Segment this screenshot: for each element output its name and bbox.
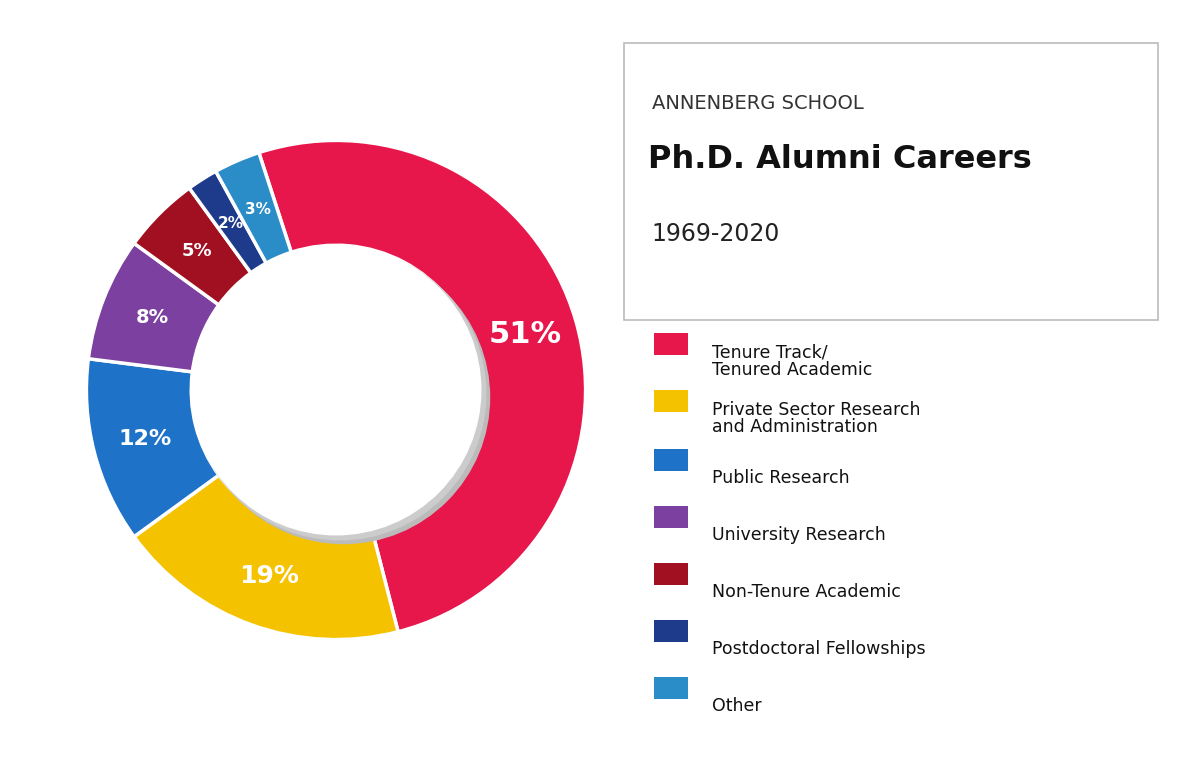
Circle shape bbox=[193, 248, 486, 540]
Circle shape bbox=[191, 245, 481, 535]
Text: 1969-2020: 1969-2020 bbox=[652, 222, 780, 246]
Text: Tenured Academic: Tenured Academic bbox=[712, 361, 872, 379]
Text: and Administration: and Administration bbox=[712, 418, 877, 436]
Text: Public Research: Public Research bbox=[712, 469, 850, 487]
Text: 3%: 3% bbox=[245, 201, 271, 217]
Wedge shape bbox=[190, 172, 266, 273]
Text: Private Sector Research: Private Sector Research bbox=[712, 401, 920, 419]
Text: 8%: 8% bbox=[136, 308, 169, 327]
Text: Other: Other bbox=[712, 697, 761, 714]
Wedge shape bbox=[89, 243, 218, 372]
Text: 19%: 19% bbox=[239, 563, 299, 587]
Text: Non-Tenure Academic: Non-Tenure Academic bbox=[712, 583, 900, 601]
Wedge shape bbox=[259, 140, 586, 632]
Text: Tenure Track/: Tenure Track/ bbox=[712, 344, 827, 362]
Text: 12%: 12% bbox=[119, 429, 172, 449]
Text: 2%: 2% bbox=[217, 216, 244, 231]
Text: ANNENBERG SCHOOL: ANNENBERG SCHOOL bbox=[652, 94, 863, 112]
Text: University Research: University Research bbox=[712, 526, 886, 544]
Wedge shape bbox=[86, 359, 218, 537]
Text: 51%: 51% bbox=[488, 321, 562, 349]
Wedge shape bbox=[134, 475, 398, 640]
Wedge shape bbox=[216, 153, 292, 263]
Wedge shape bbox=[134, 188, 251, 305]
Text: 5%: 5% bbox=[181, 242, 212, 260]
Text: Postdoctoral Fellowships: Postdoctoral Fellowships bbox=[712, 640, 925, 658]
Text: Ph.D. Alumni Careers: Ph.D. Alumni Careers bbox=[648, 144, 1032, 176]
Circle shape bbox=[198, 251, 490, 544]
